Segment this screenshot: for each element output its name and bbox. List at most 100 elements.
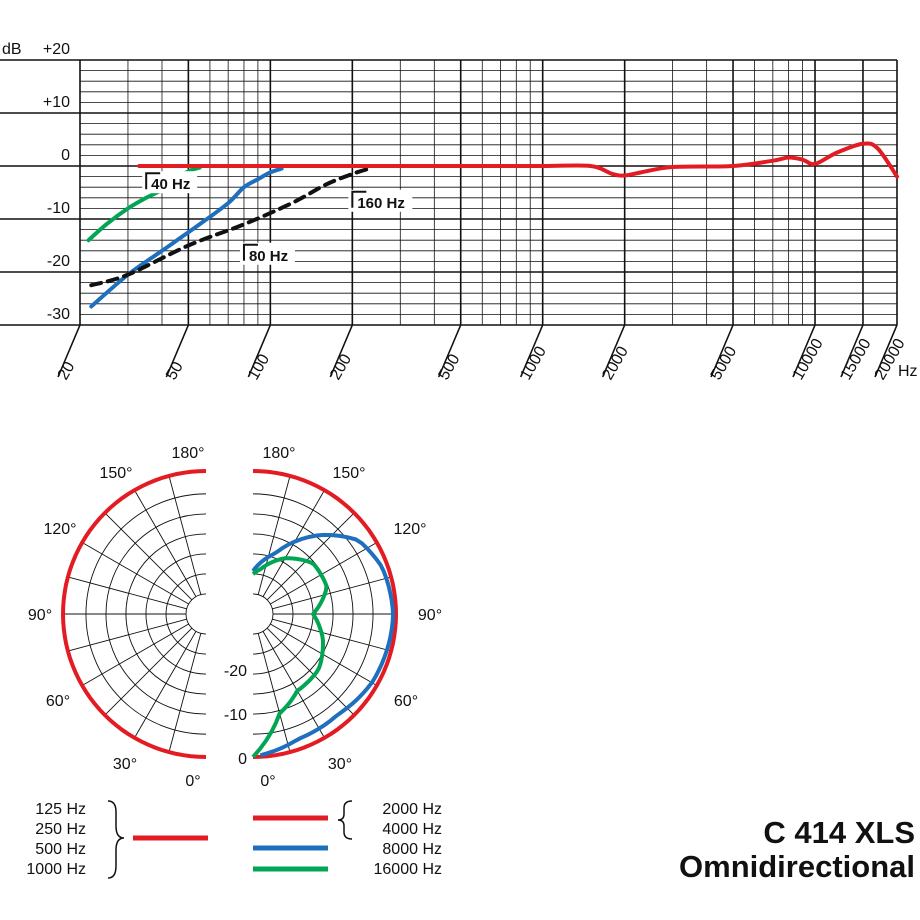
- annotation-label: 40 Hz: [151, 176, 190, 193]
- legend-right-label: 2000 Hz: [382, 801, 442, 818]
- polar-curves: [60, 469, 399, 759]
- fr-grid: [0, 59, 898, 326]
- legend-right-label: 16000 Hz: [374, 861, 443, 878]
- x-tick-mark: [165, 324, 190, 378]
- polar-angle-label-left: 180°: [171, 445, 204, 462]
- polar-curve-8000: [251, 532, 396, 758]
- polar-angle-label-right: 180°: [262, 445, 295, 462]
- polar-angle-labels: 180° 150° 120° 90° 60° 30° 0° 180° 150° 120° 90° 60…: [28, 445, 442, 790]
- polar-r-label: 0: [238, 751, 247, 768]
- polar-angle-label-left: 90°: [28, 607, 52, 624]
- polar-curve-low: [60, 469, 207, 759]
- polar-spoke: [257, 475, 291, 595]
- polar-r-label: -10: [224, 707, 247, 724]
- polar-spoke: [104, 512, 193, 601]
- polar-curve-16000: [251, 556, 329, 759]
- x-tick-label: 2000: [599, 344, 632, 383]
- polar-angle-label-left: 30°: [113, 756, 137, 773]
- y-tick-label: 0: [61, 147, 70, 164]
- x-tick-mark: [792, 324, 816, 378]
- y-tick-label: +10: [43, 94, 70, 111]
- polar-spoke: [67, 576, 187, 610]
- x-tick-label: 100: [245, 351, 273, 383]
- x-tick-label: 500: [435, 351, 463, 383]
- polar-spoke: [272, 576, 392, 610]
- x-tick-mark: [57, 324, 81, 378]
- fr-y-ticks: +20 +10 0 -10 -20 -30: [43, 41, 70, 323]
- x-tick-label: 20: [55, 359, 79, 383]
- polar-chart: 180° 150° 120° 90° 60° 30° 0° 180° 150° 120° 90° 60…: [28, 445, 442, 790]
- annotation-box: [239, 242, 295, 265]
- frequency-response-chart: +20 +10 0 -10 -20 -30 20 50 100 200 500 1000 2000 50…: [0, 41, 918, 383]
- polar-angle-label-right: 150°: [332, 465, 365, 482]
- polar-ring: [185, 593, 207, 635]
- fr-series-line: [89, 166, 371, 288]
- annotation-box: [348, 189, 413, 212]
- polar-spoke: [257, 633, 291, 753]
- pattern-name: Omnidirectional: [679, 849, 915, 884]
- fr-annotations: 40 Hz 80 Hz 160 Hz: [142, 171, 413, 265]
- x-tick-mark: [601, 324, 626, 378]
- polar-spoke: [266, 512, 355, 601]
- legend-right-label: 4000 Hz: [382, 821, 442, 838]
- x-tick-label: 5000: [708, 344, 741, 383]
- fr-series-line: [89, 166, 284, 309]
- polar-spoke: [168, 633, 202, 753]
- x-tick-mark: [874, 324, 898, 378]
- polar-curve-2000-4000: [252, 469, 399, 759]
- polar-angle-label-left: 120°: [43, 521, 76, 538]
- polar-r-label: -20: [224, 663, 247, 680]
- fr-x-unit: Hz: [898, 363, 918, 380]
- polar-spoke: [81, 623, 189, 686]
- x-tick-label: 200: [327, 351, 355, 383]
- polar-spoke: [134, 489, 197, 597]
- x-tick-mark: [329, 324, 354, 378]
- annotation-corner: [145, 172, 161, 190]
- annotation-corner: [351, 190, 367, 208]
- annotation-corner: [242, 243, 258, 261]
- polar-spoke: [272, 618, 392, 652]
- x-tick-mark: [710, 324, 734, 378]
- y-tick-label: +20: [43, 41, 70, 58]
- polar-spoke: [270, 542, 378, 605]
- polar-r-labels: -20 -10 0: [224, 663, 247, 768]
- x-tick-label: 1000: [517, 344, 550, 383]
- legend-left-group: 125 Hz 250 Hz 500 Hz 1000 Hz: [26, 800, 208, 879]
- annotation-label: 80 Hz: [249, 248, 288, 265]
- legend-left-label: 125 Hz: [35, 801, 86, 818]
- polar-spoke: [262, 631, 325, 739]
- legend-left-label: 250 Hz: [35, 821, 86, 838]
- x-tick-label: 15000: [838, 336, 875, 383]
- polar-spoke: [81, 542, 189, 605]
- annotation-box: [142, 171, 198, 194]
- legend-brace-left: [107, 800, 125, 879]
- polar-angle-label-right: 120°: [393, 521, 426, 538]
- fr-series-line: [137, 141, 899, 179]
- y-tick-label: -20: [47, 253, 70, 270]
- legend-right-label: 8000 Hz: [382, 841, 442, 858]
- x-tick-label: 10000: [790, 336, 827, 383]
- x-tick-mark: [247, 324, 272, 378]
- product-name: C 414 XLS: [763, 815, 915, 850]
- x-tick-mark: [437, 324, 462, 378]
- legend-left-label: 500 Hz: [35, 841, 86, 858]
- polar-angle-label-right: 0°: [260, 773, 275, 790]
- legend-brace-right: [337, 800, 353, 840]
- x-tick-label: 50: [163, 359, 187, 383]
- polar-angle-label-left: 150°: [99, 465, 132, 482]
- y-tick-label: -10: [47, 200, 70, 217]
- polar-angle-label-left: 60°: [46, 693, 70, 710]
- polar-ring: [252, 593, 274, 635]
- polar-spoke: [168, 475, 202, 595]
- polar-spoke: [67, 618, 187, 652]
- legend-right-group: 2000 Hz 4000 Hz 8000 Hz 16000 Hz: [253, 800, 443, 878]
- y-tick-label: -30: [47, 306, 70, 323]
- polar-spoke: [104, 627, 193, 716]
- x-tick-mark: [840, 324, 864, 378]
- polar-angle-label-left: 0°: [185, 773, 200, 790]
- legend: 125 Hz 250 Hz 500 Hz 1000 Hz 2000 Hz 4000 Hz…: [26, 800, 443, 879]
- x-tick-mark: [519, 324, 544, 378]
- legend-left-label: 1000 Hz: [26, 861, 86, 878]
